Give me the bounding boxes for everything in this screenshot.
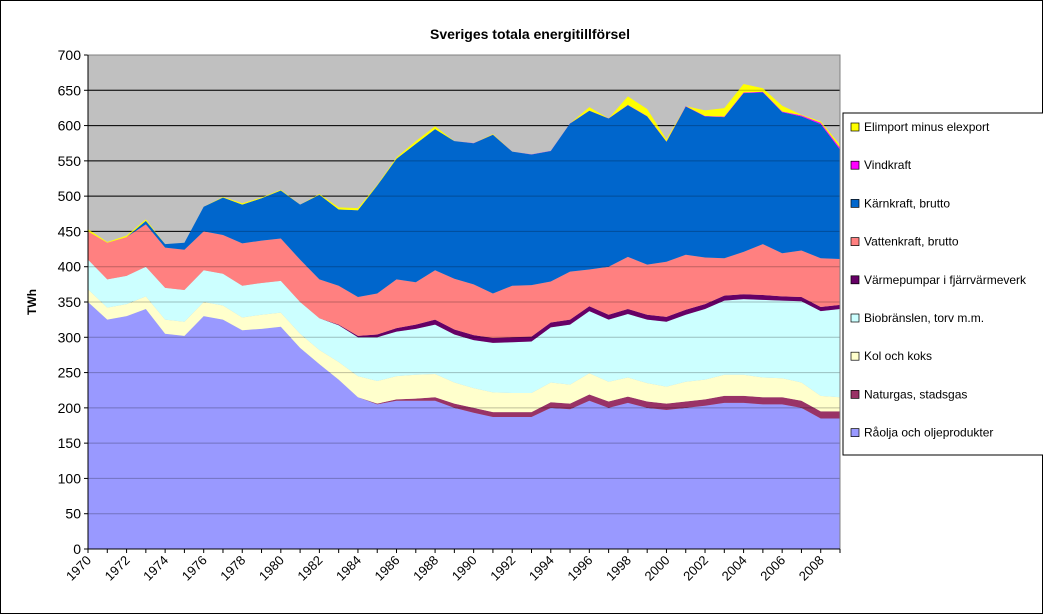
- area: [88, 92, 840, 298]
- y-tick-label: 150: [58, 435, 82, 451]
- chart-title: Sveriges totala energitillförsel: [430, 26, 630, 42]
- area: [88, 224, 840, 338]
- legend-label: Kärnkraft, brutto: [864, 196, 950, 210]
- y-tick-label: 500: [58, 188, 82, 204]
- y-tick-label: 650: [58, 82, 82, 98]
- legend-swatch: [850, 160, 860, 170]
- legend-label: Kol och koks: [864, 349, 932, 363]
- legend-swatch: [850, 237, 860, 246]
- y-tick-label: 0: [73, 541, 81, 557]
- y-tick-label: 400: [58, 259, 82, 275]
- legend-swatch: [850, 199, 860, 208]
- area: [88, 259, 840, 398]
- legend-swatch: [850, 122, 860, 132]
- legend-label: Värmepumpar i fjärrvärmeverk: [864, 273, 1027, 287]
- legend-label: Råolja och oljeprodukter: [864, 426, 993, 440]
- y-tick-label: 200: [58, 400, 82, 416]
- legend-swatch: [850, 275, 860, 285]
- legend-label: Vindkraft: [864, 158, 912, 172]
- legend-swatch: [850, 390, 860, 399]
- legend-label: Elimport minus elexport: [864, 120, 990, 134]
- legend-box: [842, 112, 1043, 456]
- y-tick-label: 600: [58, 118, 82, 134]
- legend-swatch: [850, 313, 860, 323]
- legend-swatch: [850, 428, 860, 437]
- y-axis-label: TWh: [25, 289, 39, 315]
- area: [88, 289, 840, 413]
- y-tick-label: 100: [58, 470, 82, 486]
- legend-swatch: [850, 351, 860, 361]
- y-tick-label: 350: [58, 294, 82, 310]
- y-tick-label: 50: [65, 506, 81, 522]
- area: [88, 302, 840, 549]
- legend-label: Vattenkraft, brutto: [864, 235, 959, 249]
- y-tick-label: 450: [58, 223, 82, 239]
- y-tick-label: 550: [58, 153, 82, 169]
- y-tick-label: 700: [58, 47, 82, 63]
- legend-label: Biobränslen, torv m.m.: [864, 311, 984, 325]
- legend-label: Naturgas, stadsgas: [864, 387, 967, 401]
- y-tick-label: 250: [58, 365, 82, 381]
- y-tick-label: 300: [58, 329, 82, 345]
